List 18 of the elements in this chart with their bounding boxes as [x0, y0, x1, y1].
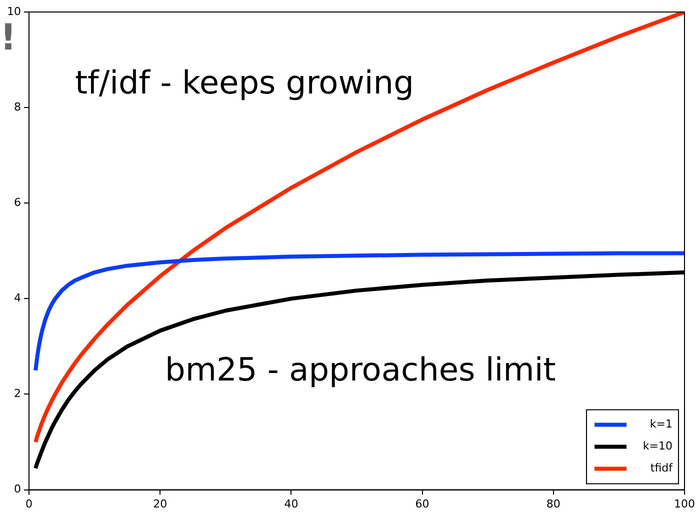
legend-label: k=1: [650, 418, 672, 431]
x-tick-label: 40: [284, 497, 298, 510]
y-tick-label: 8: [14, 100, 21, 114]
y-tick-label: 10: [6, 4, 21, 18]
legend-label: k=10: [642, 440, 672, 453]
annotation: bm25 - approaches limit: [165, 350, 556, 388]
legend-label: tfidf: [650, 462, 674, 475]
x-tick-label: 100: [674, 497, 695, 510]
x-tick-label: 20: [153, 497, 168, 510]
y-tick-label: 6: [14, 196, 21, 209]
x-tick-label: 0: [25, 497, 32, 510]
x-tick-label: 80: [546, 497, 560, 510]
annotation: tf/idf - keeps growing: [75, 63, 414, 102]
y-tick-label: 4: [14, 292, 21, 305]
y-tick-label: 0: [14, 482, 21, 496]
y-tick-label: 2: [14, 387, 21, 400]
x-tick-label: 60: [415, 497, 430, 510]
text: !: [0, 17, 16, 58]
